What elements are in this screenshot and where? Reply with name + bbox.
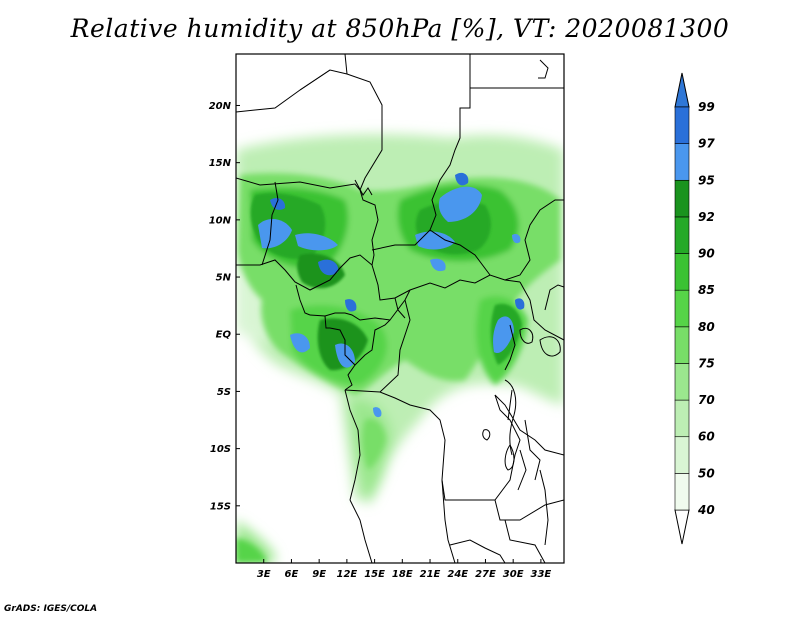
lon-tick-label: 33E xyxy=(531,569,552,580)
lat-tick-label: 15N xyxy=(209,158,232,169)
lat-tick-label: 15S xyxy=(210,501,231,512)
latitude-ticks: 20N 15N 10N 5N EQ 5S 10S 15S xyxy=(209,101,240,512)
colorbar-segment xyxy=(674,436,690,474)
colorbar-label: 40 xyxy=(697,503,715,517)
lat-tick-label: 20N xyxy=(209,101,232,112)
humidity-map: 20N 15N 10N 5N EQ 5S 10S 15S 3E 6E 9E 12E 15E 18E 21E… xyxy=(209,53,565,580)
lat-tick-label: 5N xyxy=(216,273,232,284)
lat-tick-label: 10S xyxy=(210,444,231,455)
lon-tick-label: 24E xyxy=(447,569,468,580)
lon-tick-label: 15E xyxy=(364,569,385,580)
colorbar-label: 70 xyxy=(698,393,715,407)
lon-tick-label: 18E xyxy=(392,569,413,580)
lat-tick-label: 5S xyxy=(217,387,231,398)
colorbar-under-arrow xyxy=(674,509,690,545)
colorbar-label: 80 xyxy=(698,320,715,334)
humidity-field xyxy=(236,134,564,563)
colorbar-label: 90 xyxy=(698,247,715,261)
colorbar-segment xyxy=(674,106,690,144)
lon-tick-label: 30E xyxy=(503,569,524,580)
map-title: Relative humidity at 850hPa [%], VT: 202… xyxy=(70,14,730,43)
colorbar-label: 92 xyxy=(698,210,715,224)
colorbar-segment xyxy=(674,473,690,511)
lat-tick-label: 10N xyxy=(209,215,232,226)
colorbar-segment xyxy=(674,179,690,218)
colorbar-label: 95 xyxy=(698,173,715,187)
colorbar-label: 75 xyxy=(698,356,715,370)
lon-tick-label: 27E xyxy=(475,569,496,580)
colorbar-segment xyxy=(674,363,690,401)
colorbar-segment xyxy=(674,326,690,364)
lon-tick-label: 3E xyxy=(257,569,271,580)
lon-tick-label: 12E xyxy=(336,569,357,580)
colorbar-label: 60 xyxy=(698,430,715,444)
lon-tick-label: 21E xyxy=(420,569,441,580)
colorbar-label: 99 xyxy=(698,100,715,114)
longitude-ticks: 3E 6E 9E 12E 15E 18E 21E 24E 27E 30E 33E xyxy=(257,559,552,580)
lat-tick-label: EQ xyxy=(216,330,232,341)
map-frame xyxy=(235,53,565,564)
colorbar-segment xyxy=(674,253,690,291)
colorbar-label: 97 xyxy=(698,137,715,151)
grads-credit: GrADS: IGES/COLA xyxy=(4,604,98,614)
lon-tick-label: 9E xyxy=(312,569,326,580)
colorbar-segment xyxy=(674,143,690,181)
colorbar-segment xyxy=(674,289,690,328)
colorbar-label: 50 xyxy=(698,466,715,480)
country-borders xyxy=(236,54,564,563)
lakes xyxy=(482,327,561,471)
colorbar-over-arrow xyxy=(674,72,690,108)
colorbar-segment xyxy=(674,399,690,438)
lon-tick-label: 6E xyxy=(285,569,299,580)
colorbar-segment xyxy=(674,216,690,254)
colorbar: 40 50 60 70 75 80 85 90 92 95 97 99 xyxy=(674,72,715,545)
colorbar-label: 85 xyxy=(698,283,715,297)
